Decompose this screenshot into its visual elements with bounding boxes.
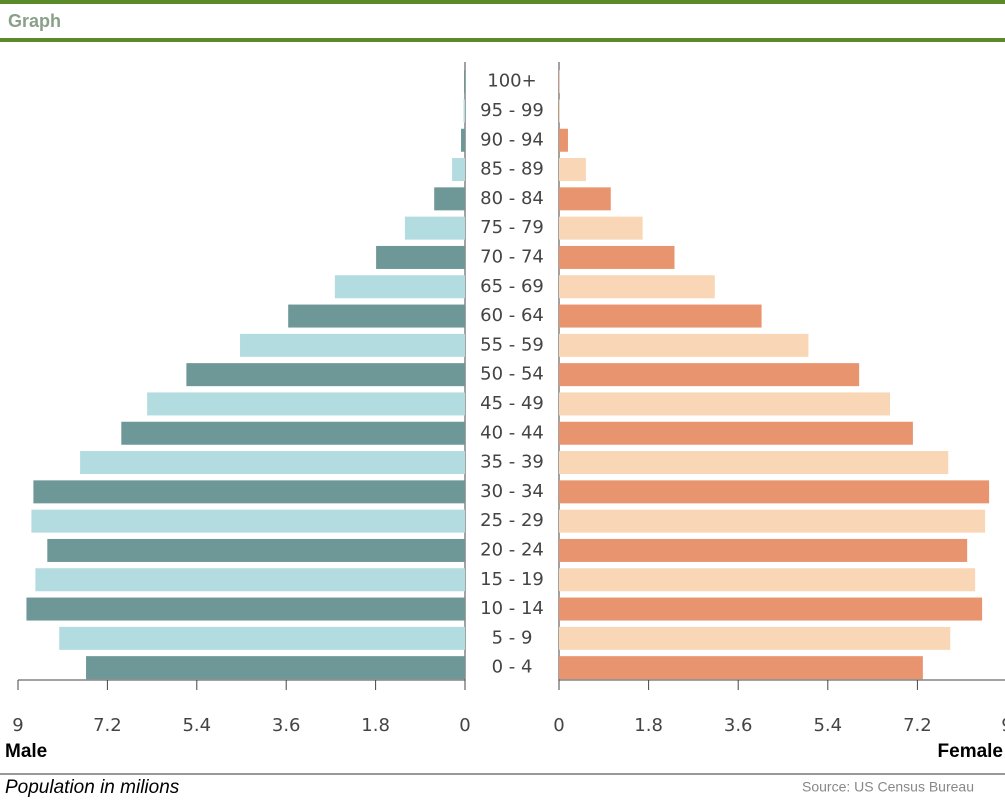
- legend-male: Male: [5, 741, 47, 762]
- bar: [559, 216, 643, 240]
- x-tick-label: 1.8: [361, 715, 390, 736]
- bar: [559, 275, 715, 299]
- category-label: 90 - 94: [480, 129, 544, 150]
- chart-title: Graph: [8, 11, 61, 31]
- bar: [404, 216, 465, 240]
- category-label: 10 - 14: [480, 598, 544, 619]
- bar: [559, 128, 568, 152]
- x-tick-label: 0: [553, 715, 564, 736]
- bar: [121, 421, 465, 445]
- bar: [47, 538, 465, 562]
- header-rule: [0, 38, 1005, 42]
- x-tick-label: 3.6: [272, 715, 301, 736]
- x-axis-label: Population in milions: [5, 777, 180, 798]
- bar: [240, 333, 465, 357]
- x-tick-label: 0: [459, 715, 470, 736]
- bar: [559, 568, 976, 592]
- bar: [559, 421, 913, 445]
- bar: [334, 275, 465, 299]
- bar: [31, 509, 465, 533]
- category-label: 45 - 49: [480, 393, 544, 414]
- bar: [33, 480, 465, 504]
- x-tick-label: 5.4: [813, 715, 842, 736]
- bar: [463, 99, 465, 123]
- category-label: 20 - 24: [480, 539, 544, 560]
- bar: [26, 597, 466, 621]
- category-label: 25 - 29: [480, 510, 544, 531]
- category-label: 75 - 79: [480, 217, 544, 238]
- category-label: 55 - 59: [480, 334, 544, 355]
- bar: [559, 392, 891, 416]
- x-tick-label: 3.6: [724, 715, 753, 736]
- category-label: 80 - 84: [480, 188, 544, 209]
- bar: [559, 509, 986, 533]
- category-label: 85 - 89: [480, 159, 544, 180]
- bar: [559, 626, 951, 650]
- bar: [559, 363, 860, 387]
- bar: [559, 304, 762, 328]
- category-label: 60 - 64: [480, 305, 544, 326]
- x-tick-label: 9: [12, 715, 23, 736]
- bar: [559, 333, 809, 357]
- bar: [35, 568, 466, 592]
- bar: [559, 480, 990, 504]
- legend-female: Female: [938, 741, 1003, 762]
- bar: [434, 187, 465, 211]
- category-label: 40 - 44: [480, 422, 544, 443]
- bar: [559, 187, 611, 211]
- category-label: 0 - 4: [492, 657, 533, 678]
- category-label: 100+: [487, 71, 536, 92]
- x-tick-label: 7.2: [903, 715, 932, 736]
- bar: [559, 99, 560, 123]
- category-label: 35 - 39: [480, 452, 544, 473]
- bar: [186, 363, 465, 387]
- bar: [464, 70, 465, 94]
- bar: [559, 245, 675, 269]
- category-label: 95 - 99: [480, 100, 544, 121]
- bar: [452, 158, 465, 182]
- category-label: 70 - 74: [480, 246, 544, 267]
- x-tick-label: 7.2: [93, 715, 122, 736]
- bar: [376, 245, 465, 269]
- bar: [86, 656, 465, 680]
- x-tick-label: 5.4: [182, 715, 211, 736]
- x-tick-label: 1.8: [634, 715, 663, 736]
- x-tick-label: 9: [1001, 715, 1005, 736]
- header-rule: [0, 0, 1005, 4]
- bar: [559, 451, 949, 475]
- category-label: 65 - 69: [480, 276, 544, 297]
- bar: [559, 158, 586, 182]
- bar: [59, 626, 466, 650]
- bar: [559, 656, 923, 680]
- category-label: 50 - 54: [480, 364, 544, 385]
- bar: [147, 392, 465, 416]
- bar: [80, 451, 465, 475]
- category-label: 30 - 34: [480, 481, 544, 502]
- bar: [461, 128, 465, 152]
- source: Source: US Census Bureau: [802, 779, 974, 795]
- bar: [559, 597, 983, 621]
- category-label: 15 - 19: [480, 569, 544, 590]
- bar: [559, 538, 968, 562]
- category-label: 5 - 9: [492, 627, 533, 648]
- bar: [288, 304, 465, 328]
